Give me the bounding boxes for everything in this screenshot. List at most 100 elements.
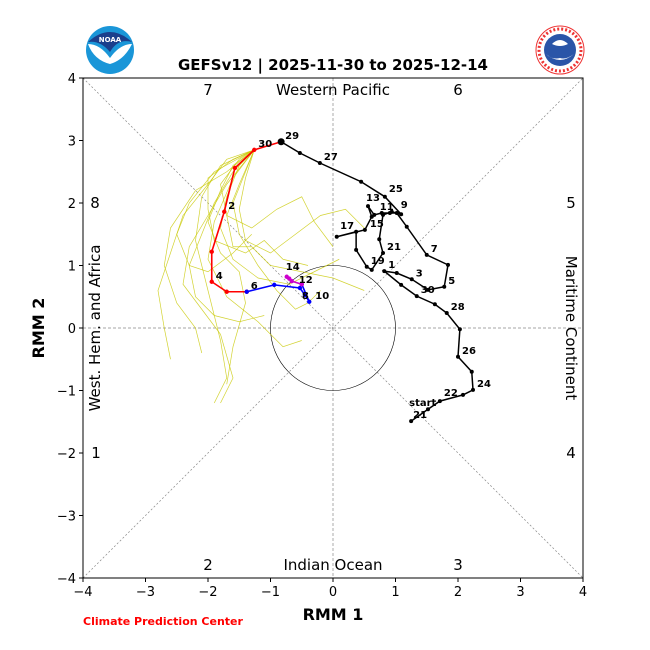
forecast-mean-point-label: 30 [258,139,272,150]
forecast-mean-point [222,209,227,214]
observed-point-label: 19 [371,256,385,267]
forecast-mean-point-label: 10 [315,291,329,302]
region-label-right: Maritime Continent [562,256,580,401]
forecast-mean-point [209,279,214,284]
ensemble-member-line [182,149,255,404]
observed-point [377,237,382,242]
observed-point [404,224,409,229]
forecast-mean-point [284,274,289,279]
phase-label: 5 [566,194,576,212]
observed-point-label: 13 [366,193,380,204]
observed-point [426,287,430,292]
observed-point-label: 17 [340,221,354,232]
observed-point [469,369,474,374]
forecast-mean-point [224,289,229,294]
region-label-left: West. Hem. and Africa [86,245,104,412]
y-tick-label: 1 [68,260,76,275]
x-tick-label: 3 [516,585,524,600]
y-tick-label: −1 [57,385,76,400]
observed-point [382,194,387,199]
svg-text:NOAA: NOAA [99,36,122,44]
observed-point [334,234,339,239]
phase-label: 7 [203,81,213,99]
observed-point-label: 28 [451,302,465,313]
observed-point-label: 11 [380,202,394,213]
observed-point [394,271,399,275]
observed-point-label: 15 [370,219,384,230]
forecast-mean-point [299,282,304,287]
observed-point [409,277,414,282]
ensemble-member-line [220,149,334,247]
observed-point-label: 3 [416,268,423,279]
unit-circle [270,265,396,391]
observed-point [366,204,370,209]
observed-point [369,267,374,272]
region-label-top: Western Pacific [276,81,390,99]
forecast-mean-point [307,299,312,304]
region-label-bottom: Indian Ocean [283,556,382,574]
forecast-mean-point-label: 4 [216,271,223,282]
observed-point [381,251,385,255]
y-tick-label: −4 [57,572,76,587]
observed-point [424,252,429,257]
observed-point [297,151,302,155]
observed-point [444,311,449,315]
forecast-mean-point-label: 14 [286,262,300,273]
observed-point [399,282,404,287]
observed-point [394,211,399,215]
observed-point [457,327,462,332]
forecast-mean-line [210,140,282,293]
observed-point-label: 27 [324,152,338,163]
observed-point-label: 7 [431,244,438,255]
ensemble-member-line [207,149,255,385]
forecast-mean-point [252,147,257,153]
ensemble-member-line [163,149,255,354]
observed-point-label: 9 [401,200,408,211]
ensemble-member-line [176,149,255,273]
observed-point [381,212,385,217]
observed-point-label: 29 [285,131,299,142]
observed-point [362,227,367,232]
x-tick-label: 4 [579,585,587,600]
observed-point [437,399,442,404]
phase-label: 1 [91,444,101,462]
observed-point [364,264,369,269]
x-tick-label: −4 [73,585,92,600]
observed-point [461,392,465,397]
x-axis-label: RMM 1 [303,605,364,624]
y-tick-label: 2 [68,197,76,212]
x-tick-label: 2 [454,585,462,600]
forecast-mean-point-label: 2 [228,201,235,212]
y-tick-label: 3 [68,135,76,150]
y-axis-label: RMM 2 [29,298,48,359]
ensemble-member-line [220,149,340,285]
x-tick-label: −2 [198,585,217,600]
phase-label: 6 [453,81,463,99]
phase-label: 3 [453,556,463,574]
observed-point [359,179,364,184]
observed-point-label: 30 [421,285,435,296]
forecast-mean-point [302,292,308,298]
forecast-mean-point-label: 8 [302,291,309,302]
observed-point [317,161,322,165]
forecast-mean-point-label: 12 [299,275,313,286]
observed-point-label: 24 [477,379,491,390]
observed-point [399,212,404,217]
y-tick-label: 4 [68,72,76,87]
forecast-mean-point-label: 6 [251,281,258,292]
observed-point-label: 26 [462,346,476,357]
noaa-logo: NOAA [86,26,134,74]
ensemble-member-line [226,149,365,291]
phase-label: 8 [90,194,100,212]
observed-point [369,214,374,219]
observed-point-label: 21 [387,242,401,253]
observed-point [354,229,359,234]
observed-point [456,354,460,359]
observed-point [414,294,419,299]
observed-point [389,209,394,214]
observed-point-label: 21 [413,410,427,421]
observed-point [471,387,475,392]
y-tick-label: −3 [57,510,76,525]
